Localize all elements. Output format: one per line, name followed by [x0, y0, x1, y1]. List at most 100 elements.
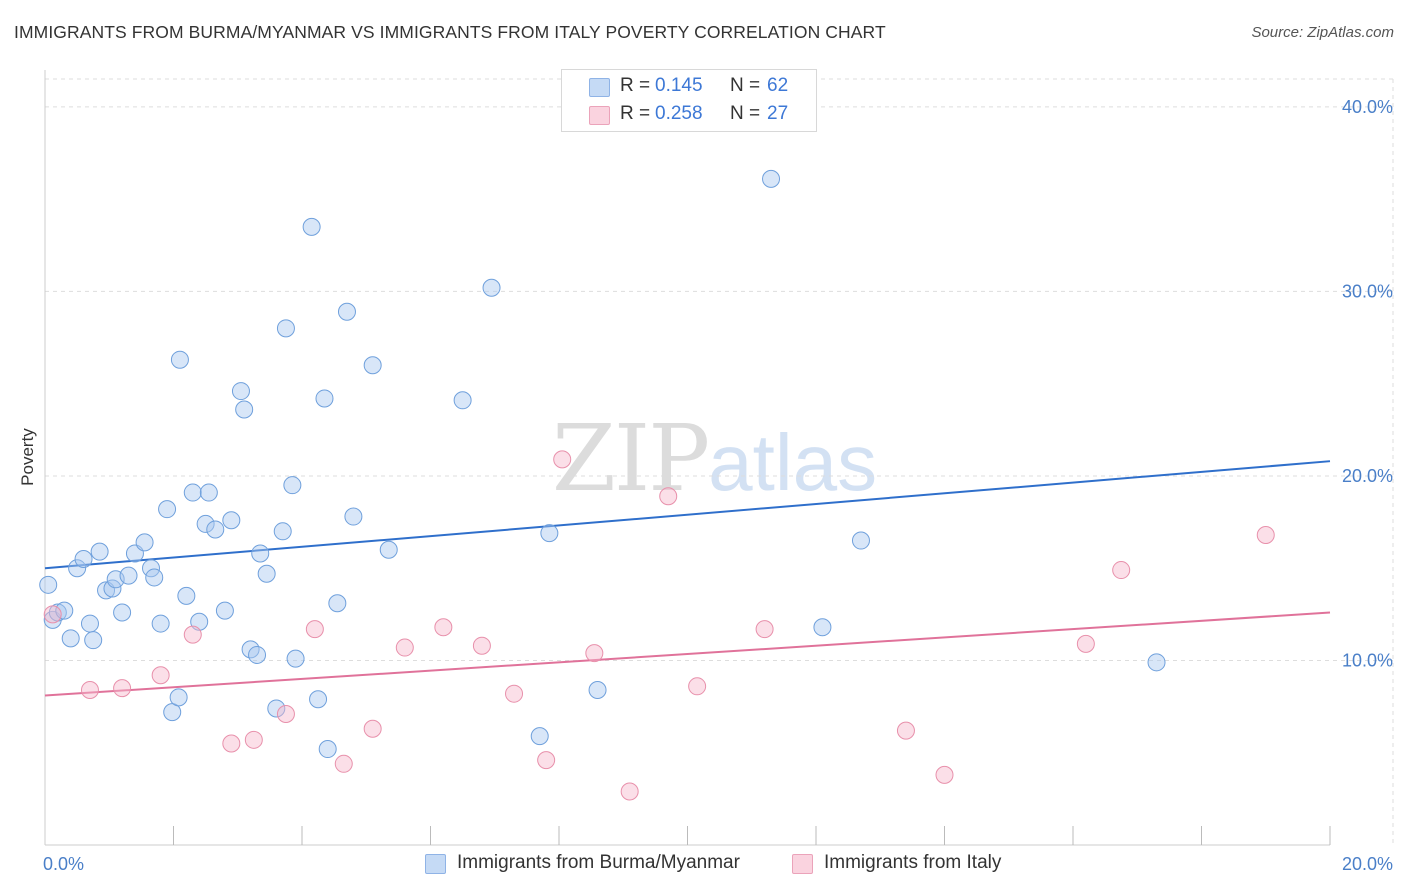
legend-r-value: 0.145	[655, 75, 703, 96]
point-italy	[434, 618, 453, 637]
point-italy	[688, 677, 707, 696]
point-italy	[334, 754, 353, 773]
point-italy	[151, 666, 170, 685]
chart-title: IMMIGRANTS FROM BURMA/MYANMAR VS IMMIGRA…	[14, 22, 886, 42]
point-burma	[231, 382, 250, 401]
point-burma	[68, 559, 87, 578]
point-italy	[222, 734, 241, 753]
point-burma	[84, 631, 103, 650]
axis-labels: 10.0% 20.0% 30.0% 40.0% 0.0% 20.0% Poverty	[18, 97, 1393, 874]
point-burma	[80, 614, 99, 633]
point-burma	[169, 688, 188, 707]
point-italy	[537, 751, 556, 770]
point-italy	[363, 719, 382, 738]
point-italy	[80, 681, 99, 699]
legend-swatch-burma	[589, 78, 610, 97]
series-label-italy: Immigrants from Italy	[824, 852, 1002, 873]
point-burma	[851, 531, 870, 550]
point-italy	[472, 636, 491, 655]
point-burma	[1147, 653, 1166, 672]
legend-r-label: R =	[620, 75, 651, 96]
point-italy	[1076, 634, 1095, 653]
source-label: Source: ZipAtlas.com	[1251, 24, 1394, 41]
point-burma	[588, 681, 607, 699]
point-burma	[257, 564, 276, 583]
point-burma	[199, 483, 218, 502]
legend-n-label: N =	[730, 103, 761, 124]
series-swatch-burma	[425, 854, 446, 874]
point-italy	[276, 704, 295, 723]
point-italy	[43, 605, 62, 624]
point-burma	[183, 483, 202, 502]
point-burma	[39, 575, 58, 594]
trend-lines	[44, 460, 1331, 697]
point-italy	[620, 782, 639, 801]
legend-r-label: R =	[620, 103, 651, 124]
data-points	[39, 169, 1275, 801]
point-burma	[286, 649, 305, 668]
legend-n-label: N =	[730, 75, 761, 96]
point-italy	[395, 638, 414, 657]
x-tick-label: 20.0%	[1342, 854, 1393, 874]
trend-line-italy	[44, 611, 1331, 697]
point-italy	[755, 620, 774, 639]
y-tick-label: 40.0%	[1342, 97, 1393, 117]
point-italy	[183, 625, 202, 644]
point-italy	[1256, 526, 1275, 544]
point-italy	[659, 487, 678, 506]
point-burma	[379, 540, 398, 559]
legend-swatch-italy	[589, 106, 610, 125]
point-burma	[283, 476, 302, 495]
point-italy	[1112, 561, 1131, 580]
point-burma	[90, 542, 109, 561]
point-italy	[505, 684, 524, 703]
point-burma	[251, 544, 270, 563]
point-italy	[113, 679, 132, 698]
legend-n-value: 27	[767, 103, 789, 124]
point-burma	[74, 549, 93, 568]
point-burma	[530, 727, 549, 746]
trend-line-burma	[44, 460, 1331, 570]
point-burma	[151, 614, 170, 633]
y-tick-label: 20.0%	[1342, 466, 1393, 486]
point-burma	[55, 601, 74, 620]
point-burma	[215, 601, 234, 620]
point-burma	[61, 629, 80, 648]
point-burma	[363, 356, 382, 375]
legend-n-value: 62	[767, 75, 789, 96]
point-burma	[145, 568, 164, 587]
x-tick-label: 0.0%	[43, 854, 84, 874]
series-swatch-italy	[792, 854, 813, 874]
point-italy	[896, 721, 915, 740]
series-label-burma: Immigrants from Burma/Myanmar	[457, 852, 740, 873]
y-tick-label: 10.0%	[1342, 650, 1393, 670]
point-burma	[813, 618, 832, 637]
point-burma	[113, 603, 132, 622]
point-burma	[222, 511, 241, 530]
point-burma	[119, 566, 138, 585]
point-burma	[309, 690, 328, 709]
point-italy	[553, 450, 572, 469]
y-axis-label: Poverty	[18, 428, 37, 486]
point-italy	[585, 644, 604, 663]
point-burma	[318, 740, 337, 759]
point-burma	[482, 278, 501, 297]
point-burma	[158, 500, 177, 519]
correlation-legend: R = 0.145 N = 62 R = 0.258 N = 27	[561, 69, 817, 132]
point-burma	[328, 594, 347, 613]
point-burma	[302, 217, 321, 236]
axes	[44, 70, 1331, 846]
gridlines	[45, 78, 1394, 845]
point-burma	[762, 169, 781, 188]
point-burma	[267, 699, 286, 718]
point-burma	[337, 302, 356, 321]
point-italy	[935, 765, 954, 784]
point-burma	[453, 391, 472, 410]
point-burma	[206, 520, 225, 539]
point-burma	[177, 586, 196, 605]
point-burma	[196, 514, 215, 533]
point-burma	[235, 400, 254, 419]
point-burma	[135, 533, 154, 552]
point-burma	[276, 319, 295, 338]
